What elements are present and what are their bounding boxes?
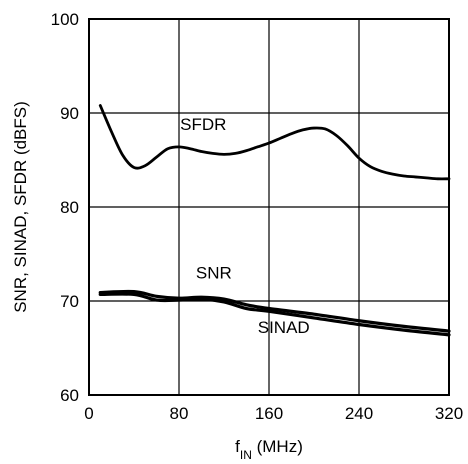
y-tick-label: 100 [51, 10, 79, 29]
tick-labels: 0 80 160 240 320 60 70 80 90 100 [51, 10, 464, 423]
series-lines [98, 104, 451, 337]
x-tick-label: 320 [435, 404, 463, 423]
x-tick-label: 160 [255, 404, 283, 423]
y-tick-label: 90 [60, 104, 79, 123]
series-label-snr: SNR [196, 263, 232, 282]
x-axis-title-rest: (MHz) [252, 437, 303, 456]
x-tick-label: 80 [170, 404, 189, 423]
y-tick-label: 80 [60, 198, 79, 217]
plot-frame [88, 18, 450, 396]
sinad-line [98, 292, 451, 337]
x-axis-title-main: f [235, 437, 240, 456]
gridlines [89, 19, 449, 395]
sfdr-line [98, 104, 451, 181]
y-axis-title: SNR, SINAD, SFDR (dBFS) [11, 101, 30, 313]
y-tick-label: 70 [60, 292, 79, 311]
x-tick-label: 240 [345, 404, 373, 423]
x-axis-title-subscript: IN [240, 448, 252, 462]
y-tick-label: 60 [60, 386, 79, 405]
snr-line [98, 289, 451, 333]
series-label-sfdr: SFDR [180, 115, 226, 134]
x-axis-title: fIN (MHz) [235, 437, 303, 462]
series-label-sinad: SINAD [258, 318, 310, 337]
x-tick-label: 0 [84, 404, 93, 423]
